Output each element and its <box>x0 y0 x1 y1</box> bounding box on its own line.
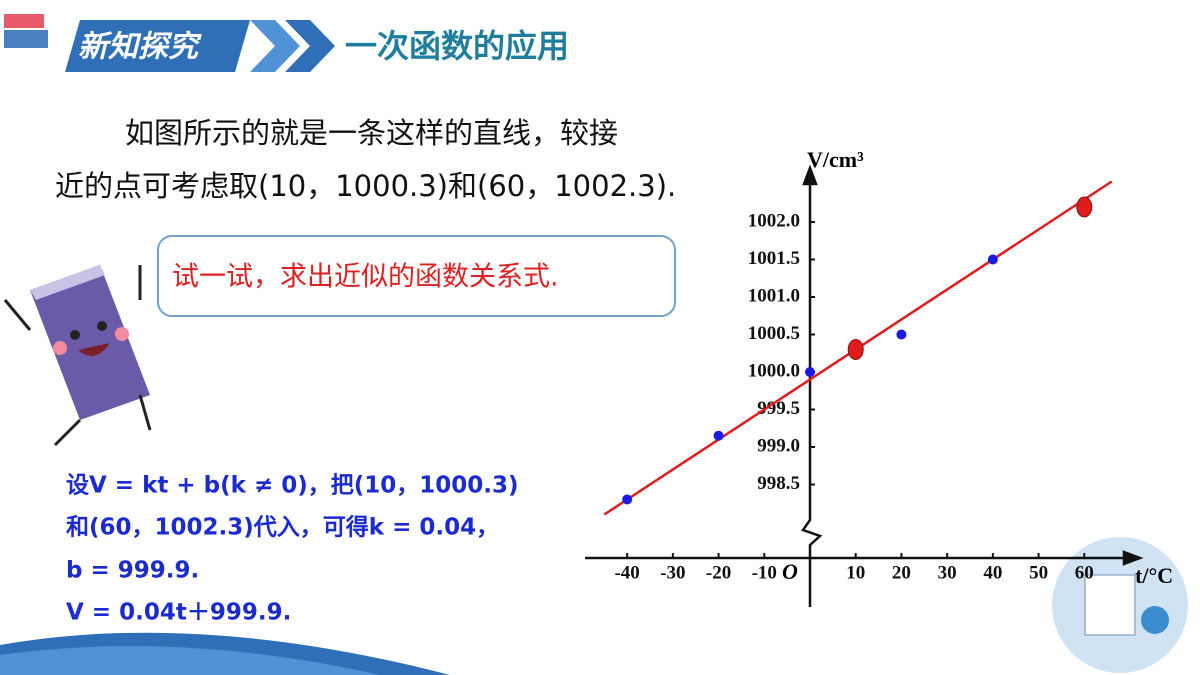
point <box>987 254 998 265</box>
banner-tag <box>65 20 250 72</box>
y-arrow <box>802 164 818 186</box>
y-tick-label: 1001.0 <box>748 285 800 306</box>
y-tick-label: 999.5 <box>757 398 800 419</box>
paragraph-line: 如图所示的就是一条这样的直线，较接 <box>125 116 618 150</box>
wave <box>0 646 380 675</box>
solution-line: 和(60，1002.3)代入，可得k = 0.04， <box>66 514 499 541</box>
callout-text: 试一试，求出近似的函数关系式. <box>172 262 559 293</box>
y-tick-label: 1001.5 <box>748 248 800 269</box>
y-tick-label: 999.0 <box>757 435 800 456</box>
point <box>713 430 724 441</box>
x-tick-label: -30 <box>660 562 685 583</box>
cartoon-book <box>3 265 152 447</box>
math-icon <box>1141 606 1169 634</box>
point <box>622 494 633 505</box>
x-tick-label: 60 <box>1075 562 1094 583</box>
x-tick-label: 20 <box>892 562 911 583</box>
point <box>896 329 907 340</box>
x-tick-label: -10 <box>752 562 777 583</box>
y-tick-label: 1000.5 <box>748 323 800 344</box>
x-arrow <box>1122 550 1144 566</box>
x-tick-label: 10 <box>846 562 865 583</box>
y-tick-label: 998.5 <box>757 473 800 494</box>
x-tick-label: 40 <box>983 562 1002 583</box>
solution-line: b = 999.9. <box>66 558 199 584</box>
origin-label: O <box>782 559 798 584</box>
book-icon <box>4 14 44 28</box>
x-tick-label: -20 <box>706 562 731 583</box>
y-tick-label: 1000.0 <box>748 360 800 381</box>
book-icon <box>4 30 48 48</box>
math-icon <box>1084 574 1136 636</box>
paragraph-line: 近的点可考虑取(10，1000.3)和(60，1002.3). <box>55 169 676 203</box>
x-tick-label: -40 <box>614 562 639 583</box>
y-axis <box>801 180 823 607</box>
point <box>805 367 815 377</box>
x-tick-label: 30 <box>938 562 957 583</box>
solution-line: V = 0.04t＋999.9. <box>66 600 291 626</box>
x-axis-label: t/°C <box>1135 563 1173 588</box>
callout-box <box>157 235 676 317</box>
header-title: 一次函数的应用 <box>345 27 569 65</box>
solution-line: 设V = kt + b(k ≠ 0)，把(10，1000.3) <box>66 473 519 499</box>
x-tick-label: 50 <box>1029 562 1048 583</box>
chevron <box>250 20 300 72</box>
y-tick-label: 1002.0 <box>748 210 800 231</box>
chevron <box>285 20 335 72</box>
header-tag: 新知探究 <box>78 30 202 65</box>
highlight-point <box>1076 196 1093 218</box>
y-axis-label: V/cm³ <box>807 147 864 172</box>
highlight-point <box>847 339 864 360</box>
